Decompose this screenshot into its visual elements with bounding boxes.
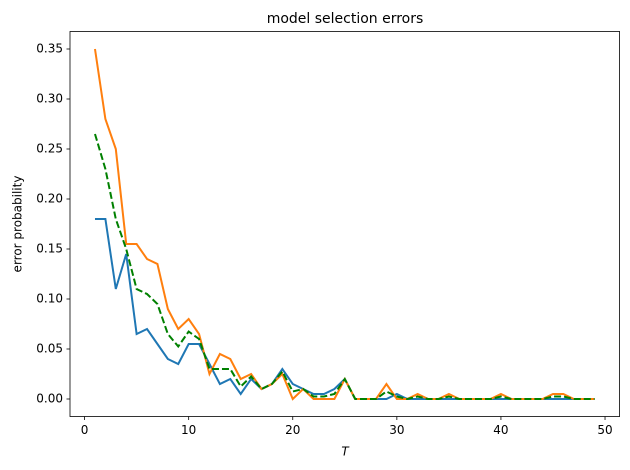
y-tick-label: 0.20 <box>36 192 63 206</box>
y-tick-label: 0.35 <box>36 42 63 56</box>
x-tick-label: 40 <box>493 423 508 437</box>
x-tick-label: 30 <box>389 423 404 437</box>
x-tick-label: 10 <box>181 423 196 437</box>
series-line <box>94 218 595 400</box>
plot-frame <box>69 31 620 417</box>
series-line <box>93 48 595 401</box>
y-tick-label: 0.15 <box>36 242 63 256</box>
x-tick-label: 20 <box>285 423 300 437</box>
y-tick-label: 0.30 <box>36 92 63 106</box>
y-tick-label: 0.00 <box>36 392 63 406</box>
series-line <box>94 133 595 401</box>
x-tick-label: 0 <box>81 423 89 437</box>
x-tick-label: 50 <box>597 423 612 437</box>
x-axis-label: T <box>341 445 350 459</box>
chart-title: model selection errors <box>267 11 424 27</box>
y-tick-label: 0.25 <box>36 142 63 156</box>
y-axis-label: error probability <box>11 176 25 273</box>
y-tick-label: 0.10 <box>36 292 63 306</box>
y-tick-label: 0.05 <box>36 342 63 356</box>
